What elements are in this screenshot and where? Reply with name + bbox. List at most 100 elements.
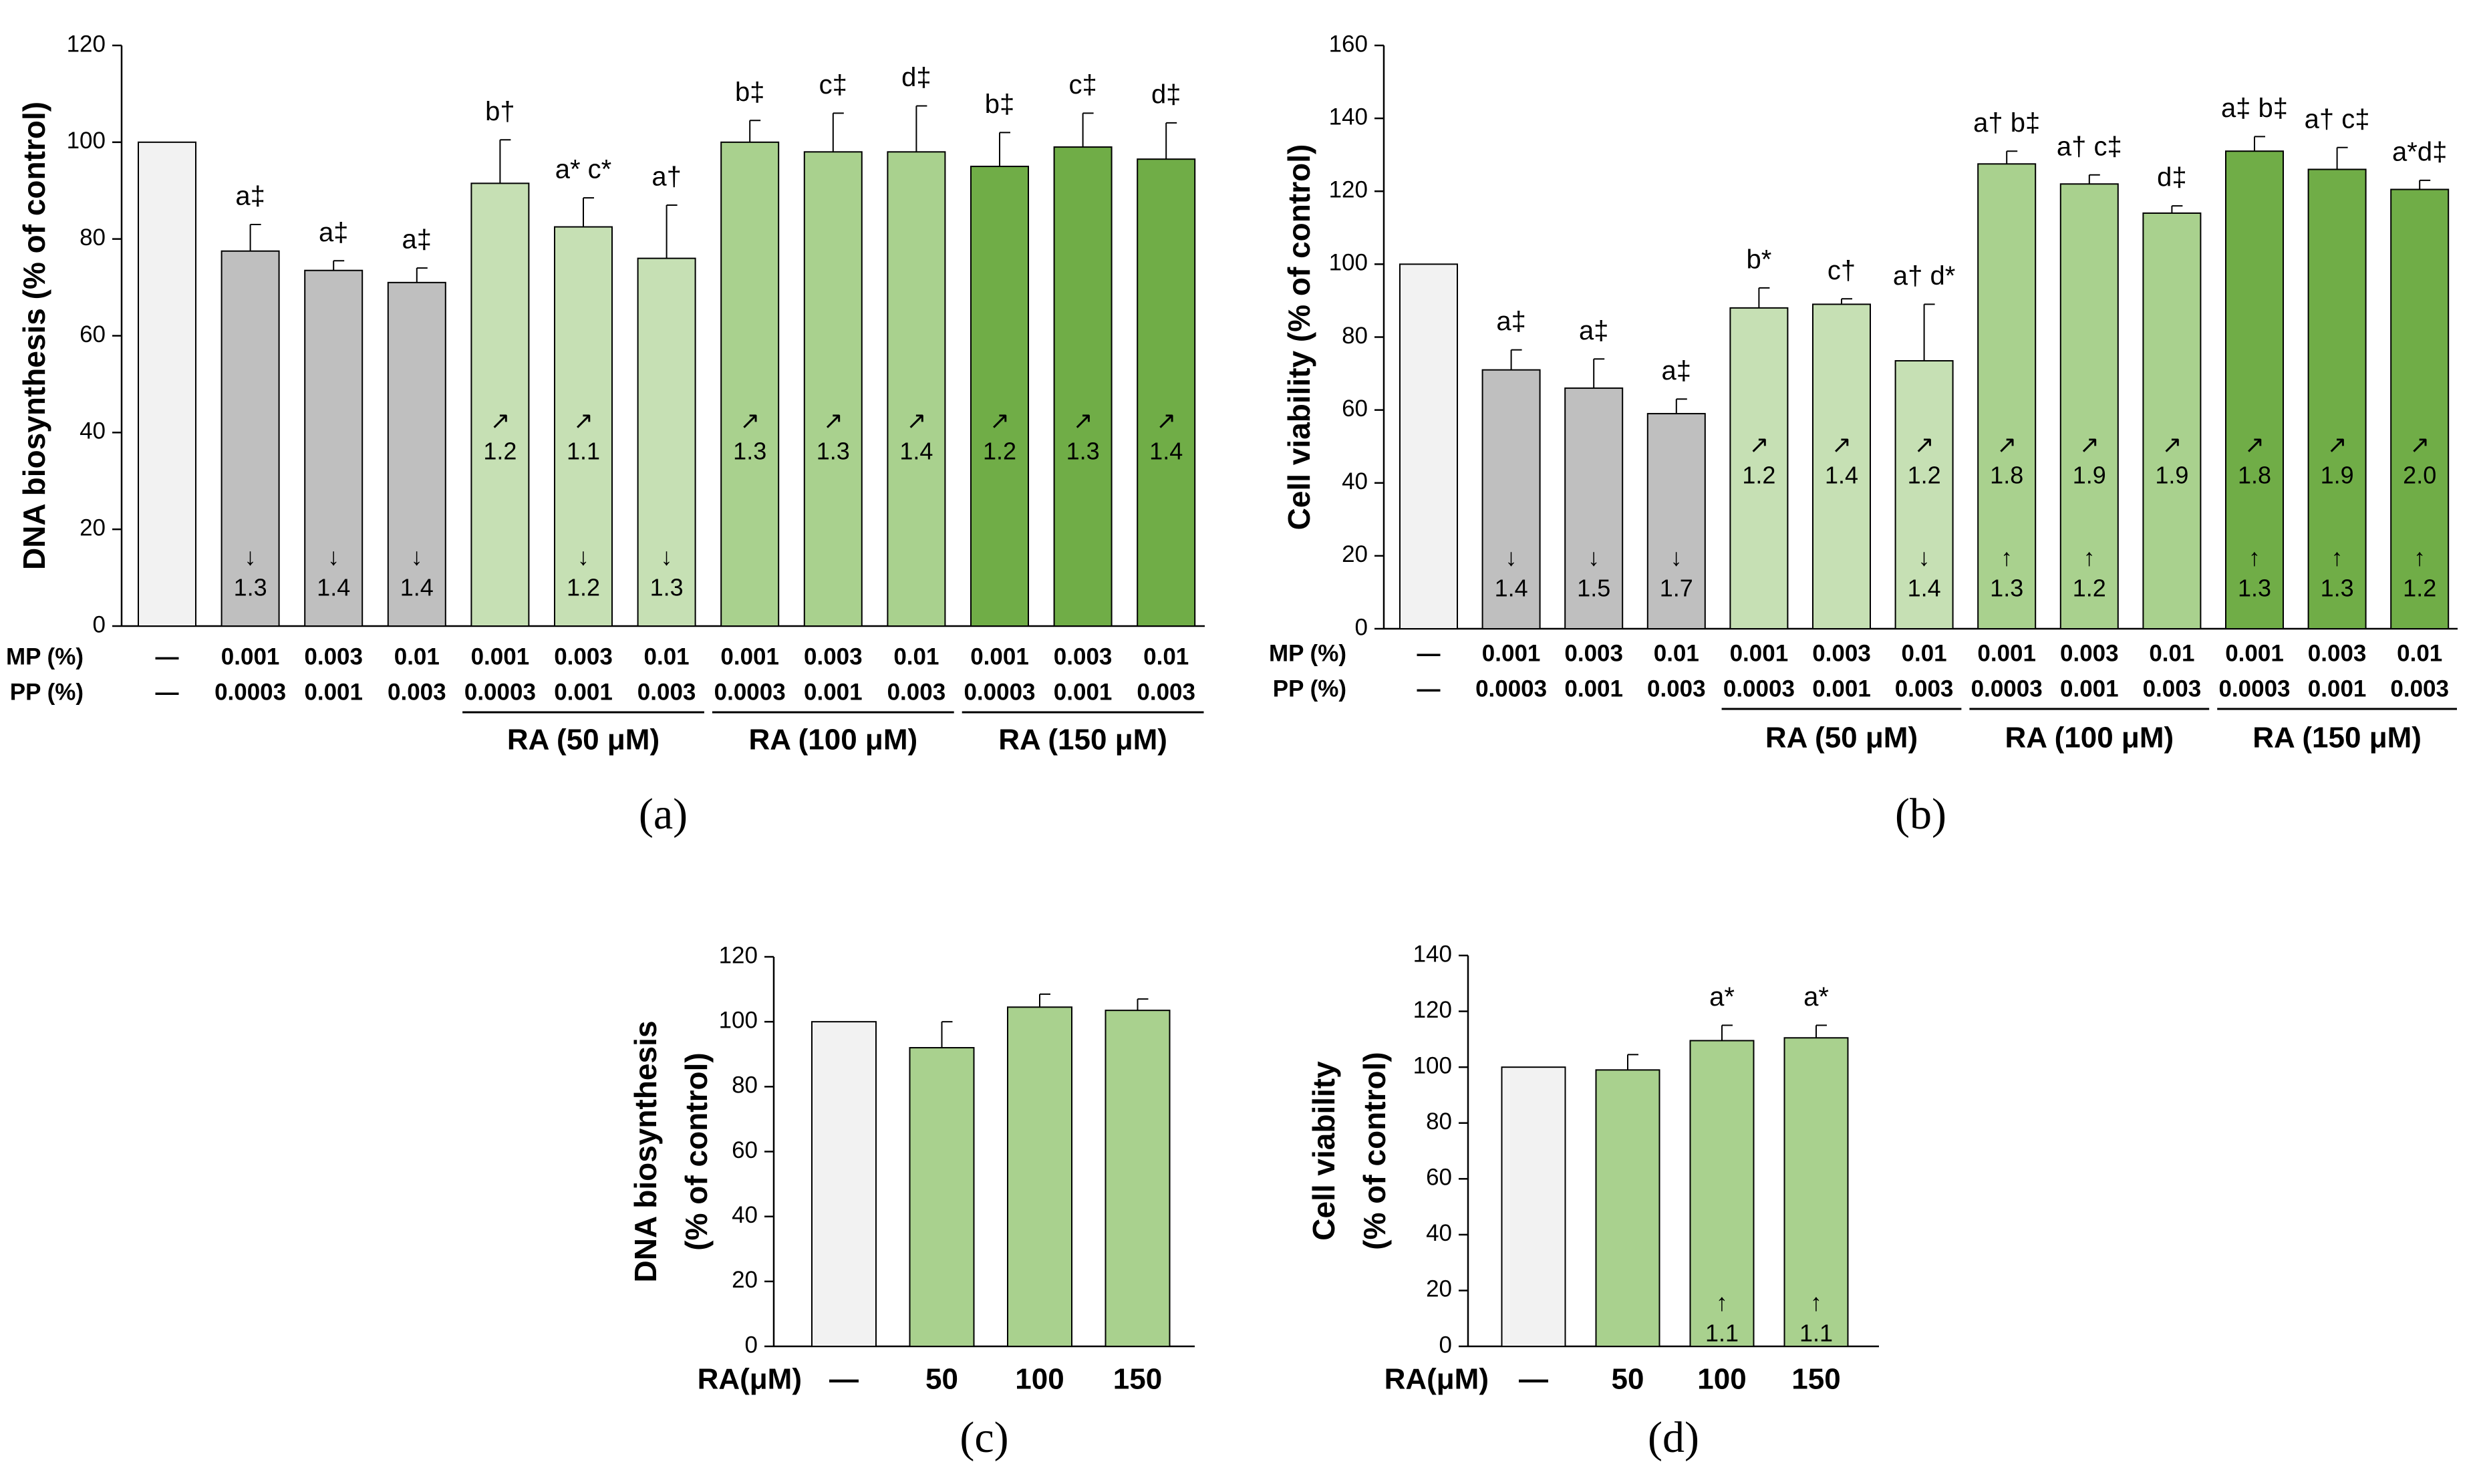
- fold-change-value: 1.9: [2321, 462, 2354, 489]
- panel-label: (d): [1648, 1413, 1699, 1462]
- bar: [387, 281, 446, 627]
- fold-arrow: ↗: [2244, 431, 2265, 458]
- chart-b: 0 20 40 60 80 100 120 140 160 Cell viability (% o…: [1269, 31, 2458, 839]
- x-tick-label-pp: 0.001: [2060, 676, 2119, 702]
- fold-arrow: ↗: [1073, 407, 1093, 434]
- x-tick-label-mp: 0.01: [1902, 640, 1947, 666]
- fold-arrow: ↗: [823, 407, 843, 434]
- x-tick-label-mp: 0.003: [304, 643, 363, 670]
- x-tick-label: 50: [1612, 1363, 1644, 1396]
- x-tick-label: 150: [1791, 1363, 1840, 1396]
- group-label: RA (50 μM): [507, 724, 660, 756]
- fold-change-value: 1.4: [1908, 575, 1941, 602]
- fold-arrow: ↗: [1832, 431, 1852, 458]
- x-tick-label-mp: 0.003: [1054, 643, 1113, 670]
- x-tick-label-pp: 0.0003: [964, 679, 1035, 705]
- fold-change-value: 1.2: [567, 574, 600, 601]
- bar: [1894, 359, 1954, 629]
- bar: [1481, 369, 1541, 629]
- significance-label: a* c*: [555, 155, 612, 184]
- bar: [887, 151, 946, 627]
- significance-label: a† c‡: [2057, 132, 2122, 161]
- significance-label: a‡: [1662, 356, 1692, 386]
- x-tick-label: —: [829, 1363, 859, 1396]
- x-tick-label-pp: 0.003: [637, 679, 696, 705]
- x-tick-label-pp: 0.0003: [1723, 676, 1795, 702]
- fold-change-value: 1.2: [1742, 462, 1775, 489]
- y-tick-label: 100: [719, 1007, 758, 1033]
- fold-change-value: 1.3: [2238, 575, 2271, 602]
- x-tick-label-mp: 0.01: [893, 643, 939, 670]
- panel-label: (c): [960, 1413, 1008, 1462]
- bar: [1501, 1066, 1566, 1347]
- x-tick-label-mp: 0.001: [1482, 640, 1541, 666]
- chart-c: 0 20 40 60 80 100 120 DNA biosynthesis (% of con…: [628, 942, 1195, 1462]
- bar: [1977, 163, 2037, 629]
- significance-label: c‡: [819, 70, 847, 100]
- x-tick-label-mp: 0.001: [720, 643, 779, 670]
- fold-change-value: 1.8: [1990, 462, 2023, 489]
- fold-arrow: ↓: [245, 543, 257, 571]
- fold-change-value: 1.3: [1990, 575, 2023, 602]
- bar: [803, 151, 863, 627]
- significance-label: b‡: [735, 78, 765, 107]
- y-tick-label: 80: [732, 1072, 758, 1098]
- row-label: MP (%): [1269, 640, 1346, 666]
- fold-arrow: ↗: [1156, 407, 1176, 434]
- fold-change-value: 1.8: [2238, 462, 2271, 489]
- x-tick-label-pp: 0.0003: [714, 679, 786, 705]
- y-tick-label: 120: [67, 31, 106, 57]
- significance-label: a‡: [402, 225, 432, 255]
- x-tick-label-mp: 0.001: [1730, 640, 1789, 666]
- x-tick-label-pp: 0.003: [2390, 676, 2449, 702]
- y-tick-label: 100: [1413, 1052, 1452, 1078]
- bar: [1689, 1040, 1755, 1347]
- fold-arrow: ↗: [2162, 431, 2182, 458]
- x-tick-label: 100: [1015, 1363, 1064, 1396]
- y-tick-label: 140: [1329, 104, 1368, 130]
- x-tick-label-mp: 0.003: [1564, 640, 1623, 666]
- fold-change-value: 1.4: [1495, 575, 1528, 602]
- y-tick-label: 60: [80, 321, 106, 347]
- x-tick-label-pp: 0.001: [1054, 679, 1113, 705]
- group-label: RA (100 μM): [748, 724, 917, 756]
- fold-arrow: ↑: [2248, 544, 2261, 571]
- y-tick-label: 20: [1426, 1276, 1452, 1302]
- x-tick-label-pp: 0.003: [388, 679, 446, 705]
- x-tick-label-pp: 0.003: [2143, 676, 2202, 702]
- x-tick-label-pp: 0.001: [554, 679, 613, 705]
- fold-change-value: 1.4: [1825, 462, 1858, 489]
- fold-arrow: ↗: [990, 407, 1010, 434]
- y-tick-label: 60: [1342, 396, 1368, 422]
- y-tick-label: 0: [93, 611, 106, 637]
- y-tick-label: 120: [719, 942, 758, 968]
- x-tick-label-pp: 0.0003: [1475, 676, 1547, 702]
- bar: [637, 257, 696, 627]
- significance-label: a‡: [319, 218, 349, 247]
- fold-arrow: ↗: [573, 407, 593, 434]
- fold-change-value: 1.5: [1577, 575, 1610, 602]
- fold-arrow: ↗: [2327, 431, 2347, 458]
- fold-change-value: 1.1: [567, 438, 600, 465]
- x-tick-label-mp: 0.003: [2308, 640, 2367, 666]
- x-tick-label-pp: 0.001: [2308, 676, 2367, 702]
- bar: [2225, 150, 2284, 629]
- fold-arrow: ↗: [906, 407, 926, 434]
- significance-label: d‡: [1151, 80, 1181, 109]
- panel-label: (b): [1895, 790, 1946, 839]
- significance-label: a†: [651, 162, 682, 192]
- fold-arrow: ↗: [1749, 431, 1769, 458]
- y-tick-label: 80: [80, 225, 106, 251]
- fold-arrow: ↓: [1588, 544, 1600, 571]
- fold-arrow: ↑: [2331, 544, 2343, 571]
- y-tick-label: 100: [67, 128, 106, 154]
- bar: [1007, 1006, 1072, 1348]
- fold-arrow: ↑: [1716, 1289, 1728, 1316]
- bar: [1137, 158, 1196, 627]
- y-tick-label: 0: [1439, 1332, 1452, 1358]
- fold-change-value: 1.3: [2321, 575, 2354, 602]
- fold-arrow: ↑: [1810, 1289, 1822, 1316]
- y-tick-label: 20: [80, 514, 106, 541]
- fold-change-value: 1.2: [483, 438, 517, 465]
